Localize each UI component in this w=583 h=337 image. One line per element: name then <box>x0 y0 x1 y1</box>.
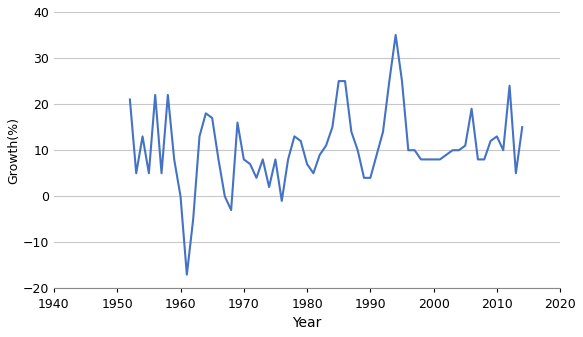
X-axis label: Year: Year <box>293 316 322 330</box>
Y-axis label: Growth(%): Growth(%) <box>7 117 20 184</box>
